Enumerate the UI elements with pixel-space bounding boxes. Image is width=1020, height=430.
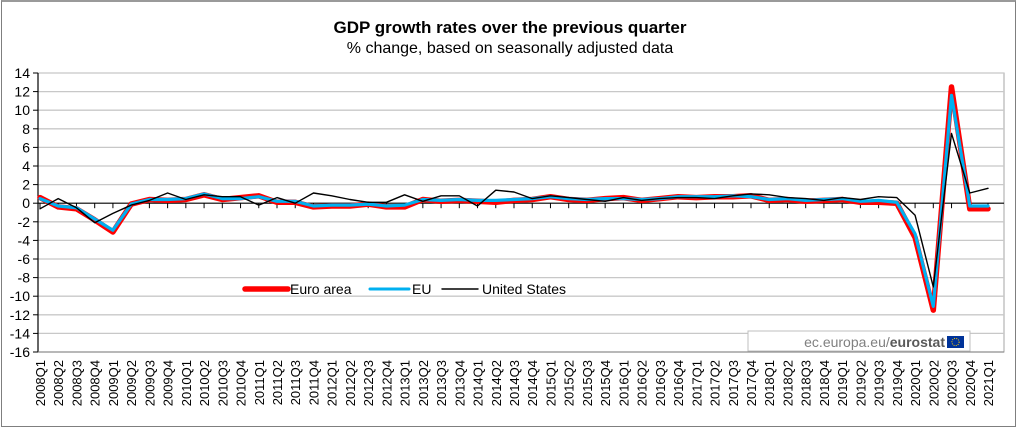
source-brand: eurostat xyxy=(890,334,946,350)
gridlines xyxy=(37,72,1005,353)
chart-subtitle: % change, based on seasonally adjusted d… xyxy=(346,40,674,57)
x-tick-label: 2016Q4 xyxy=(671,360,686,406)
legend: Euro area EU United States xyxy=(242,281,566,297)
x-axis: 2008Q1 2008Q2 2008Q3 2008Q4 2009Q1 2009Q2 2009… xyxy=(33,202,1004,406)
x-tick-label: 2019Q3 xyxy=(872,360,887,406)
y-tick-label: 12 xyxy=(14,84,30,100)
x-tick-label: 2014Q1 xyxy=(471,360,486,406)
x-tick-label: 2017Q3 xyxy=(726,360,741,406)
eu-stars-icon xyxy=(951,337,960,347)
y-tick-label: -16 xyxy=(10,344,30,360)
source-prefix: ec.europa.eu/ xyxy=(804,334,890,350)
y-tick-label: -4 xyxy=(18,232,31,248)
legend-label-eu: EU xyxy=(412,281,431,297)
x-tick-label: 2011Q3 xyxy=(288,360,303,405)
x-tick-label: 2012Q4 xyxy=(379,360,394,406)
series-lines xyxy=(37,84,991,313)
x-tick-label: 2020Q4 xyxy=(963,360,978,406)
x-tick-label: 2014Q3 xyxy=(507,360,522,406)
x-tick-label: 2018Q2 xyxy=(780,360,795,406)
x-tick-label: 2020Q3 xyxy=(945,360,960,406)
y-tick-label: 6 xyxy=(22,139,30,155)
y-tick-label: 4 xyxy=(22,158,30,174)
x-tick-label: 2017Q2 xyxy=(708,360,723,406)
x-tick-label: 2008Q1 xyxy=(33,360,48,406)
eu-flag-icon xyxy=(947,336,964,348)
x-tick-label: 2009Q1 xyxy=(106,360,121,406)
y-tick-label: -10 xyxy=(10,288,30,304)
x-tick-label: 2012Q3 xyxy=(361,360,376,406)
x-tick-label: 2010Q4 xyxy=(234,360,249,406)
x-tick-label: 2010Q2 xyxy=(197,360,212,406)
x-tick-label: 2016Q1 xyxy=(616,360,631,406)
x-tick-label: 2013Q1 xyxy=(398,360,413,406)
x-tick-label: 2012Q2 xyxy=(343,360,358,406)
x-tick-label: 2014Q2 xyxy=(489,360,504,406)
x-tick-label: 2018Q1 xyxy=(762,360,777,406)
x-tick-label: 2021Q1 xyxy=(981,360,996,406)
x-tick-label: 2020Q2 xyxy=(926,360,941,406)
x-tick-label: 2008Q2 xyxy=(51,360,66,406)
x-tick-label: 2015Q2 xyxy=(562,360,577,406)
plot-area-border xyxy=(37,72,1005,353)
y-tick-label: 14 xyxy=(14,65,30,81)
x-tick-label: 2008Q3 xyxy=(69,360,84,406)
x-tick-label: 2011Q2 xyxy=(270,360,285,405)
chart-title: GDP growth rates over the previous quart… xyxy=(333,18,687,37)
x-tick-label: 2009Q2 xyxy=(124,360,139,406)
y-tick-label: -8 xyxy=(18,270,31,286)
x-tick-label: 2015Q4 xyxy=(598,360,613,406)
y-tick-label: -14 xyxy=(10,325,30,341)
y-axis: 14 12 10 8 6 4 2 0 -2 -4 -6 -8 -10 -12 -14 -16 xyxy=(10,65,39,360)
y-tick-label: 0 xyxy=(22,195,30,211)
x-tick-label: 2015Q1 xyxy=(543,360,558,406)
y-tick-label: -12 xyxy=(10,307,30,323)
x-tick-label: 2018Q3 xyxy=(799,360,814,406)
source-text: ec.europa.eu/eurostat xyxy=(804,334,945,350)
source-box: ec.europa.eu/eurostat xyxy=(747,330,971,352)
x-tick-label: 2013Q3 xyxy=(434,360,449,406)
y-tick-label: 10 xyxy=(14,102,30,118)
legend-label-euro-area: Euro area xyxy=(290,281,352,297)
x-tick-label: 2016Q2 xyxy=(635,360,650,406)
y-tick-label: 2 xyxy=(22,177,30,193)
y-tick-label: -2 xyxy=(18,214,31,230)
x-tick-label: 2011Q1 xyxy=(252,360,267,405)
x-tick-label: 2013Q2 xyxy=(416,360,431,406)
x-tick-label: 2013Q4 xyxy=(452,360,467,406)
x-tick-label: 2019Q2 xyxy=(853,360,868,406)
y-tick-label: -6 xyxy=(18,251,31,267)
x-tick-label: 2020Q1 xyxy=(908,360,923,406)
x-tick-label: 2011Q4 xyxy=(306,360,321,405)
y-tick-label: 8 xyxy=(22,121,30,137)
series-line-united-states xyxy=(39,132,989,288)
x-tick-label: 2017Q4 xyxy=(744,360,759,406)
x-tick-label: 2010Q1 xyxy=(179,360,194,406)
x-tick-label: 2019Q1 xyxy=(835,360,850,406)
x-tick-label: 2008Q4 xyxy=(88,360,103,406)
x-tick-label: 2010Q3 xyxy=(215,360,230,406)
x-tick-label: 2015Q3 xyxy=(580,360,595,406)
x-tick-label: 2017Q1 xyxy=(689,360,704,406)
x-tick-label: 2018Q4 xyxy=(817,360,832,406)
legend-label-united-states: United States xyxy=(482,281,566,297)
x-tick-label: 2009Q3 xyxy=(142,360,157,406)
x-tick-label: 2016Q3 xyxy=(653,360,668,406)
x-tick-label: 2019Q4 xyxy=(890,360,905,406)
x-tick-label: 2009Q4 xyxy=(161,360,176,406)
source-box-bg xyxy=(747,330,971,352)
x-tick-label: 2014Q4 xyxy=(525,360,540,406)
x-tick-label: 2012Q1 xyxy=(325,360,340,406)
